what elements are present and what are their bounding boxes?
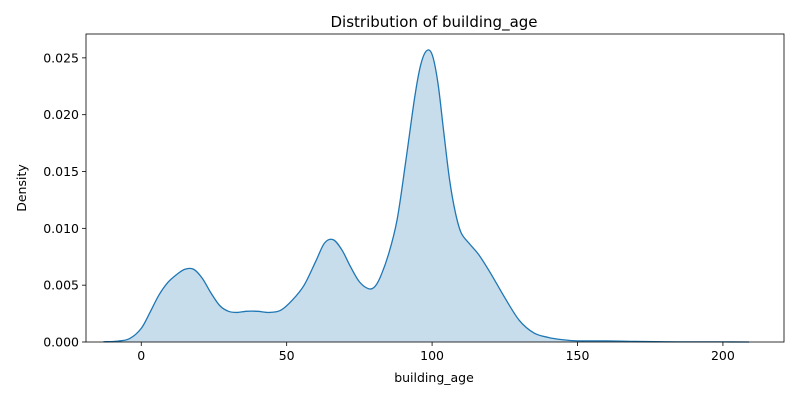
y-tick-label: 0.005 — [43, 278, 79, 293]
x-axis-label: building_age — [394, 370, 474, 385]
y-tick-label: 0.025 — [43, 50, 79, 65]
x-tick-label: 50 — [279, 348, 295, 363]
plot-frame — [85, 33, 785, 343]
density-curve-line — [103, 49, 750, 343]
x-tick-label: 0 — [137, 348, 145, 363]
y-axis: 0.000 0.005 0.010 0.015 0.020 0.025 — [43, 50, 86, 350]
x-axis: 0 50 100 150 200 — [137, 342, 735, 363]
plot-area — [103, 49, 750, 343]
y-tick-label: 0.010 — [43, 221, 79, 236]
density-area-fill — [103, 49, 750, 342]
chart-title: Distribution of building_age — [330, 13, 537, 32]
y-tick-label: 0.000 — [43, 335, 79, 350]
y-axis-label: Density — [14, 164, 29, 212]
y-tick-label: 0.020 — [43, 107, 79, 122]
x-tick-label: 200 — [711, 348, 735, 363]
x-tick-label: 150 — [566, 348, 590, 363]
y-tick-label: 0.015 — [43, 164, 79, 179]
x-tick-label: 100 — [420, 348, 444, 363]
